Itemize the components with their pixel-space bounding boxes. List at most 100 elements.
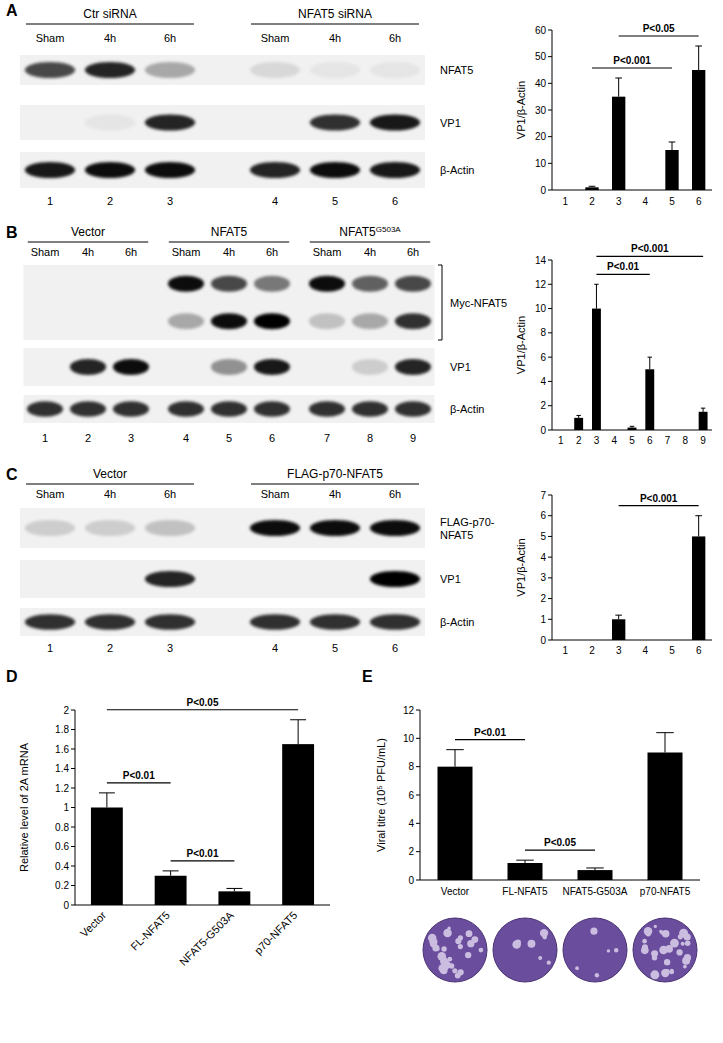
- error-bar: [669, 142, 676, 150]
- tick: [548, 83, 552, 84]
- group-label: FLAG-p70-NFAT5: [287, 467, 383, 481]
- blot-membrane: [20, 608, 425, 636]
- tick-label: 2: [540, 593, 546, 604]
- lane-number: 6: [269, 432, 275, 444]
- group-label: NFAT5G503A: [339, 225, 401, 240]
- significance-line: [107, 782, 171, 783]
- bar: [645, 369, 654, 430]
- group-underline: [26, 24, 194, 25]
- error-line: [698, 46, 699, 70]
- band: [113, 276, 149, 292]
- tick: [416, 795, 420, 796]
- band: [370, 520, 420, 536]
- category-label: 1: [563, 196, 569, 207]
- category-label: 6: [696, 645, 702, 656]
- tick: [548, 284, 552, 285]
- bar: [639, 190, 652, 191]
- band: [370, 162, 420, 178]
- axis-title: Relative level of 2A mRNA: [18, 742, 30, 872]
- blot-membrane: [20, 152, 425, 188]
- lane-label: 6h: [164, 32, 176, 44]
- significance-line: [596, 256, 703, 257]
- lane-label: Sham: [36, 488, 65, 500]
- error-line: [703, 408, 704, 412]
- lane-number: 7: [324, 432, 330, 444]
- group-underline: [26, 484, 194, 485]
- bar: [665, 150, 678, 190]
- band: [145, 520, 195, 536]
- lane-number: 6: [392, 642, 398, 654]
- band: [70, 276, 106, 292]
- tick-label: 0: [540, 425, 546, 436]
- band: [211, 359, 247, 375]
- error-cap: [695, 46, 702, 47]
- category-label: 1: [563, 645, 569, 656]
- category-label: 6: [647, 435, 653, 446]
- y-axis: [552, 260, 553, 430]
- plaque: [644, 927, 653, 936]
- lane-label: 6h: [125, 246, 137, 258]
- tick: [416, 823, 420, 824]
- axis-title: VP1/β-Actin: [515, 538, 527, 596]
- bar: [585, 187, 598, 190]
- band: [168, 313, 204, 329]
- error-line: [618, 78, 619, 97]
- bar: [681, 430, 690, 431]
- error-cap: [615, 615, 622, 616]
- group-label: NFAT5 siRNA: [298, 7, 372, 21]
- well: [633, 918, 697, 982]
- tick-label: 40: [535, 78, 547, 89]
- marks: [574, 284, 707, 430]
- plaque: [651, 950, 658, 957]
- error-cap: [695, 515, 702, 516]
- lane-label: 6h: [407, 246, 419, 258]
- tick: [548, 308, 552, 309]
- tick-label: 0.4: [55, 861, 69, 872]
- lane-label: 4h: [364, 246, 376, 258]
- chart: 01234567VP1/β-Actin123456P<0.001: [515, 490, 712, 657]
- lane-label: Sham: [36, 32, 65, 44]
- plaque: [676, 949, 682, 955]
- plaque: [661, 969, 669, 977]
- category-label: p70-NFAT5: [640, 886, 691, 897]
- blot-membrane: [20, 55, 425, 85]
- tick-label: 12: [403, 705, 415, 716]
- plaque: [455, 973, 461, 979]
- category-label: 4: [611, 435, 617, 446]
- tick: [548, 332, 552, 333]
- plaque: [664, 959, 670, 965]
- tick-label: 5: [540, 531, 546, 542]
- tick: [71, 729, 75, 730]
- band: [25, 62, 75, 78]
- tick: [416, 710, 420, 711]
- tick: [548, 515, 552, 516]
- band: [85, 520, 135, 536]
- blot-membrane: [20, 508, 425, 548]
- lane-number: 8: [367, 432, 373, 444]
- band: [250, 571, 300, 587]
- tick: [548, 577, 552, 578]
- significance-line: [592, 67, 672, 68]
- tick-label: 50: [535, 51, 547, 62]
- bar: [218, 891, 250, 905]
- band: [145, 614, 195, 630]
- band: [145, 162, 195, 178]
- bar: [438, 767, 473, 880]
- lane-number: 3: [128, 432, 134, 444]
- band: [168, 359, 204, 375]
- tick-label: 1.4: [55, 763, 69, 774]
- tick: [548, 260, 552, 261]
- lane-number: 2: [107, 195, 113, 207]
- plaque: [455, 938, 461, 944]
- plaque: [654, 925, 657, 928]
- error-line: [672, 142, 673, 150]
- lane-label: 6h: [266, 246, 278, 258]
- lane-label: 4h: [223, 246, 235, 258]
- band: [310, 62, 360, 78]
- lane-number: 9: [410, 432, 416, 444]
- tick-label: 0: [540, 635, 546, 646]
- tick-label: 4: [540, 376, 546, 387]
- error-bar: [163, 871, 179, 876]
- band: [352, 359, 388, 375]
- plaque-well: [423, 918, 487, 982]
